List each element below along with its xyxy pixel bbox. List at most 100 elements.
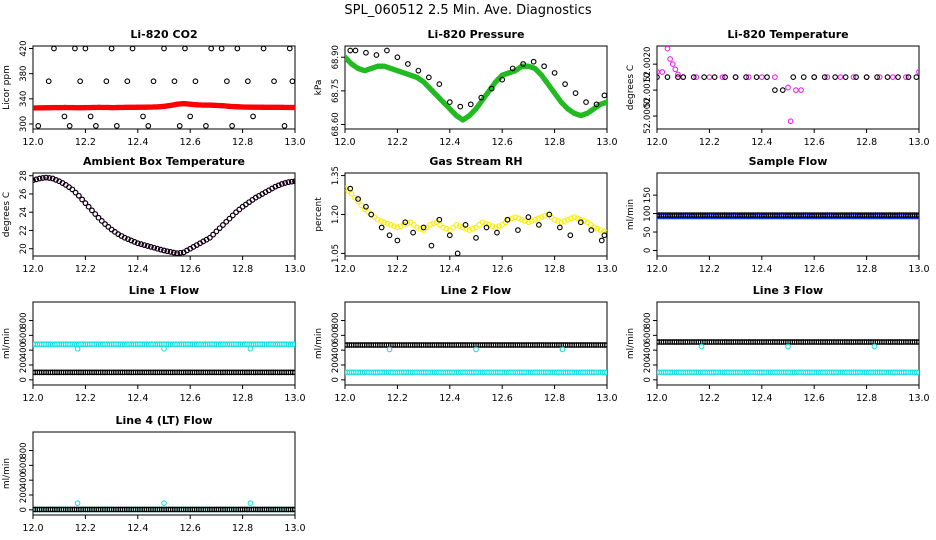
- panel-line3: Line 3 Flow 12.0 12.2 12.4 12.6 12.8 13.0 0 2004…: [626, 284, 930, 404]
- data-point: [538, 214, 545, 220]
- x-tick-label-line3: 12.4: [751, 393, 772, 404]
- data-point: [874, 74, 880, 80]
- data-point: [85, 203, 92, 210]
- y-tick-label-ambient: 24: [19, 207, 29, 218]
- x-tick-label-line1: 12.4: [127, 393, 148, 404]
- y-tick-label-pressure: 68.90: [331, 45, 341, 69]
- data-point: [558, 219, 565, 226]
- data-point: [722, 74, 728, 80]
- data-point: [213, 228, 220, 235]
- x-tick-label-pressure: 12.4: [439, 137, 460, 148]
- data-point: [787, 118, 794, 125]
- data-point: [659, 69, 666, 75]
- data-point: [144, 243, 151, 249]
- data-point: [192, 78, 199, 85]
- data-point: [798, 87, 804, 93]
- plot-area-rh: [345, 185, 607, 256]
- data-point: [203, 123, 209, 129]
- y-tick-label-line4: 0: [19, 507, 29, 512]
- x-tick-label-line4: 13.0: [284, 523, 305, 534]
- x-tick-label-line4: 12.6: [180, 523, 201, 534]
- data-point: [509, 65, 516, 72]
- data-point: [89, 207, 95, 214]
- data-point: [743, 74, 749, 80]
- data-point: [496, 223, 502, 230]
- data-point: [208, 46, 215, 52]
- data-point: [772, 87, 778, 93]
- y-tick-label-line1: 200: [19, 357, 29, 373]
- y-tick-label-sample: 150: [643, 187, 653, 203]
- data-point: [850, 74, 857, 80]
- data-point: [571, 214, 578, 220]
- series-sample-1: [657, 212, 919, 218]
- plot-area-line2: [345, 342, 607, 376]
- x-tick-label-rh: 12.6: [492, 264, 513, 275]
- y-axis-label-temp: degrees C: [626, 65, 636, 110]
- x-tick-label-line1: 12.6: [180, 393, 201, 404]
- data-point: [889, 74, 896, 80]
- y-axis-label-line4: ml/min: [2, 458, 12, 489]
- outlier-point: [161, 345, 167, 352]
- x-tick-label-pressure: 13.0: [596, 137, 617, 148]
- data-point: [151, 244, 158, 251]
- data-point: [414, 224, 420, 231]
- series-line2-0: [345, 369, 607, 376]
- y-tick-label-line3: 800: [643, 312, 653, 328]
- y-tick-label-line3: 200: [643, 357, 653, 373]
- data-point: [98, 218, 105, 224]
- data-point: [758, 74, 765, 80]
- data-point: [494, 229, 500, 236]
- data-point: [289, 341, 295, 348]
- data-point: [229, 212, 236, 219]
- data-point: [463, 225, 470, 232]
- data-point: [597, 227, 604, 233]
- data-point: [79, 196, 85, 203]
- data-point: [72, 46, 78, 52]
- data-point: [51, 46, 57, 52]
- y-tick-label-co2: 380: [19, 66, 29, 82]
- plot-frame-ambient: [32, 172, 296, 257]
- data-point: [577, 216, 584, 223]
- data-point: [93, 123, 99, 129]
- x-tick-label-line4: 12.0: [22, 523, 43, 534]
- y-tick-label-ambient: 22: [19, 225, 29, 236]
- data-point: [895, 74, 901, 80]
- series-line2-1: [345, 342, 607, 353]
- data-point: [347, 185, 354, 192]
- x-tick-label-line2: 12.0: [334, 393, 355, 404]
- data-point: [466, 227, 473, 233]
- x-tick-label-rh: 12.0: [334, 264, 355, 275]
- data-point: [701, 74, 708, 80]
- data-point: [134, 240, 141, 247]
- series-ambient-1: [33, 174, 295, 256]
- data-point: [402, 219, 409, 226]
- data-point: [289, 369, 295, 376]
- y-tick-label-co2: 420: [19, 40, 29, 56]
- data-point: [171, 78, 178, 85]
- y-tick-label-ambient: 26: [19, 189, 29, 200]
- series-line3-1: [657, 339, 919, 350]
- data-point: [601, 232, 607, 239]
- y-tick-label-line4: 400: [19, 472, 29, 488]
- data-point: [69, 186, 76, 193]
- data-point: [125, 236, 131, 242]
- data-point: [286, 46, 293, 52]
- series-line4-1: [33, 506, 295, 513]
- data-point: [33, 177, 36, 184]
- data-point: [842, 74, 849, 80]
- data-point: [800, 74, 807, 80]
- x-tick-label-co2: 12.2: [75, 137, 96, 148]
- data-point: [577, 219, 584, 226]
- data-point: [210, 231, 216, 238]
- data-point: [161, 46, 167, 52]
- data-point: [690, 74, 697, 80]
- data-point: [244, 78, 251, 85]
- plot-area-sample: [657, 212, 919, 220]
- data-point: [479, 219, 486, 226]
- data-point: [271, 78, 277, 85]
- data-point: [555, 218, 561, 224]
- panel-line2: Line 2 Flow 12.0 12.2 12.4 12.6 12.8 13.0 0 2004…: [314, 284, 618, 404]
- panels: Li-820 CO2 12.0 12.2 12.4 12.6 12.8 13.0 300 340…: [2, 28, 930, 534]
- series-pressure-1: [347, 47, 607, 110]
- x-tick-label-line4: 12.4: [127, 523, 148, 534]
